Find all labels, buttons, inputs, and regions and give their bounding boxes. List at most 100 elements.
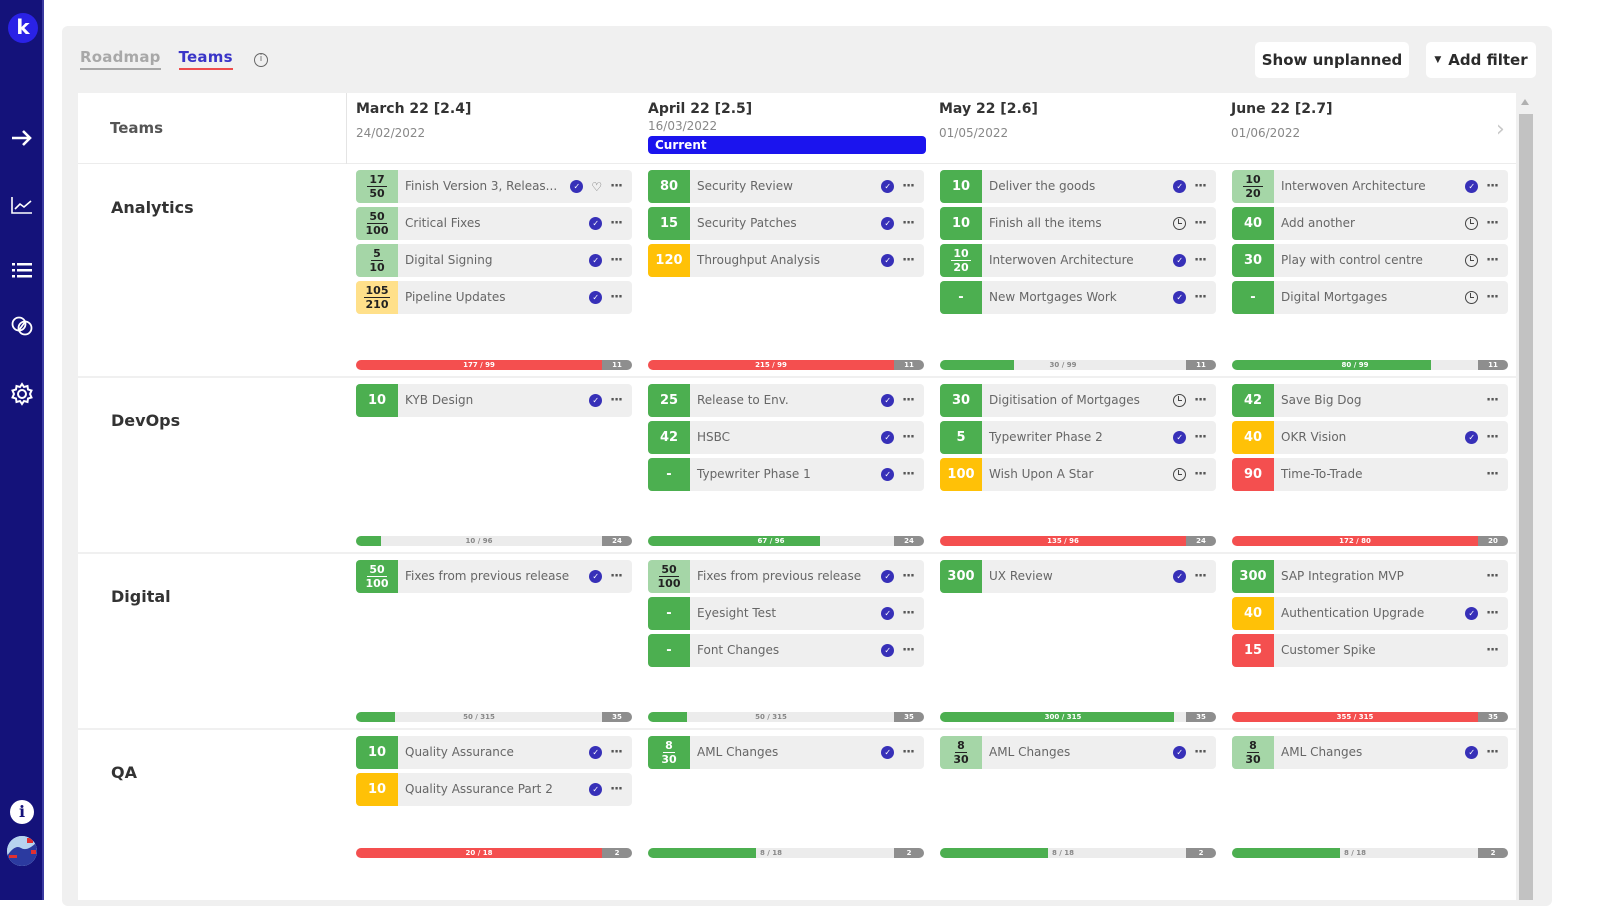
capacity-bar: 215 / 99 11 xyxy=(648,360,924,370)
more-options-icon[interactable]: ··· xyxy=(902,179,915,194)
more-options-icon[interactable]: ··· xyxy=(902,216,915,231)
more-options-icon[interactable]: ··· xyxy=(1194,393,1207,408)
work-item-card[interactable]: 10 20 Interwoven Architecture ✓ ··· xyxy=(940,244,1216,277)
work-item-title: Fixes from previous release xyxy=(697,569,862,583)
more-options-icon[interactable]: ··· xyxy=(902,393,915,408)
add-filter-button[interactable]: ▼ Add filter xyxy=(1426,42,1536,78)
work-item-card[interactable]: 300 SAP Integration MVP ··· xyxy=(1232,560,1508,593)
work-item-card[interactable]: 80 Security Review ✓ ··· xyxy=(648,170,924,203)
work-item-card[interactable]: 300 UX Review ✓ ··· xyxy=(940,560,1216,593)
work-item-card[interactable]: 5 Typewriter Phase 2 ✓ ··· xyxy=(940,421,1216,454)
work-item-card[interactable]: 100 Wish Upon A Star ··· xyxy=(940,458,1216,491)
more-options-icon[interactable]: ··· xyxy=(1194,290,1207,305)
points-badge: 50 100 xyxy=(648,560,690,593)
work-item-card[interactable]: - Digital Mortgages ··· xyxy=(1232,281,1508,314)
more-options-icon[interactable]: ··· xyxy=(902,430,915,445)
more-options-icon[interactable]: ··· xyxy=(1486,467,1499,482)
work-item-card[interactable]: 25 Release to Env. ✓ ··· xyxy=(648,384,924,417)
work-item-card[interactable]: 120 Throughput Analysis ✓ ··· xyxy=(648,244,924,277)
work-item-card[interactable]: - Eyesight Test ✓ ··· xyxy=(648,597,924,630)
work-item-card[interactable]: 8 30 AML Changes ✓ ··· xyxy=(940,736,1216,769)
more-options-icon[interactable]: ··· xyxy=(610,179,623,194)
work-item-card[interactable]: 15 Security Patches ✓ ··· xyxy=(648,207,924,240)
work-item-card[interactable]: 42 Save Big Dog ··· xyxy=(1232,384,1508,417)
work-item-card[interactable]: 15 Customer Spike ··· xyxy=(1232,634,1508,667)
more-options-icon[interactable]: ··· xyxy=(902,606,915,621)
work-item-card[interactable]: - Font Changes ✓ ··· xyxy=(648,634,924,667)
more-options-icon[interactable]: ··· xyxy=(1194,179,1207,194)
more-options-icon[interactable]: ··· xyxy=(1194,467,1207,482)
work-item-card[interactable]: 30 Play with control centre ··· xyxy=(1232,244,1508,277)
more-options-icon[interactable]: ··· xyxy=(1194,569,1207,584)
more-options-icon[interactable]: ··· xyxy=(1194,430,1207,445)
more-options-icon[interactable]: ··· xyxy=(1194,216,1207,231)
more-options-icon[interactable]: ··· xyxy=(1486,569,1499,584)
work-item-card[interactable]: 10 Quality Assurance ✓ ··· xyxy=(356,736,632,769)
capacity-bar: 67 / 96 24 xyxy=(648,536,924,546)
more-options-icon[interactable]: ··· xyxy=(1486,253,1499,268)
work-item-card[interactable]: 40 OKR Vision ✓ ··· xyxy=(1232,421,1508,454)
more-options-icon[interactable]: ··· xyxy=(1486,290,1499,305)
work-item-card[interactable]: 30 Digitisation of Mortgages ··· xyxy=(940,384,1216,417)
work-item-card[interactable]: 5 10 Digital Signing ✓ ··· xyxy=(356,244,632,277)
work-item-card[interactable]: 10 Quality Assurance Part 2 ✓ ··· xyxy=(356,773,632,806)
more-options-icon[interactable]: ··· xyxy=(902,253,915,268)
work-item-card[interactable]: 10 20 Interwoven Architecture ✓ ··· xyxy=(1232,170,1508,203)
more-options-icon[interactable]: ··· xyxy=(902,745,915,760)
work-item-card[interactable]: 10 Finish all the items ··· xyxy=(940,207,1216,240)
more-options-icon[interactable]: ··· xyxy=(610,569,623,584)
tab-roadmap[interactable]: Roadmap xyxy=(80,48,161,70)
work-item-card[interactable]: 40 Add another ··· xyxy=(1232,207,1508,240)
tab-teams[interactable]: Teams xyxy=(178,48,233,70)
work-item-card[interactable]: 8 30 AML Changes ✓ ··· xyxy=(1232,736,1508,769)
show-unplanned-button[interactable]: Show unplanned xyxy=(1255,42,1409,78)
work-item-card[interactable]: 50 100 Critical Fixes ✓ ··· xyxy=(356,207,632,240)
chart-line-icon[interactable] xyxy=(8,191,36,219)
work-item-card[interactable]: - Typewriter Phase 1 ✓ ··· xyxy=(648,458,924,491)
more-options-icon[interactable]: ··· xyxy=(1486,643,1499,658)
more-options-icon[interactable]: ··· xyxy=(1486,606,1499,621)
avatar[interactable] xyxy=(7,836,37,866)
scrollbar-thumb[interactable] xyxy=(1519,114,1533,900)
work-item-card[interactable]: 42 HSBC ✓ ··· xyxy=(648,421,924,454)
work-item-title: Authentication Upgrade xyxy=(1281,606,1425,620)
card-actions: ✓ ··· xyxy=(589,773,632,806)
link-icon[interactable] xyxy=(8,312,36,340)
more-options-icon[interactable]: ··· xyxy=(1194,253,1207,268)
more-options-icon[interactable]: ··· xyxy=(1486,393,1499,408)
more-options-icon[interactable]: ··· xyxy=(1486,179,1499,194)
dependency-icon[interactable]: ♡ xyxy=(591,179,603,194)
scroll-up-icon[interactable] xyxy=(1521,99,1529,105)
info-icon[interactable]: i xyxy=(10,800,34,824)
info-circle-icon[interactable]: i xyxy=(254,53,268,67)
work-item-card[interactable]: 10 Deliver the goods ✓ ··· xyxy=(940,170,1216,203)
work-item-card[interactable]: 105 210 Pipeline Updates ✓ ··· xyxy=(356,281,632,314)
gear-icon[interactable] xyxy=(8,380,36,408)
more-options-icon[interactable]: ··· xyxy=(1486,430,1499,445)
more-options-icon[interactable]: ··· xyxy=(610,745,623,760)
more-options-icon[interactable]: ··· xyxy=(1194,745,1207,760)
more-options-icon[interactable]: ··· xyxy=(610,393,623,408)
more-options-icon[interactable]: ··· xyxy=(610,290,623,305)
work-item-card[interactable]: 50 100 Fixes from previous release ✓ ··· xyxy=(648,560,924,593)
list-icon[interactable] xyxy=(8,256,36,284)
more-options-icon[interactable]: ··· xyxy=(610,253,623,268)
more-options-icon[interactable]: ··· xyxy=(902,643,915,658)
work-item-card[interactable]: - New Mortgages Work ✓ ··· xyxy=(940,281,1216,314)
more-options-icon[interactable]: ··· xyxy=(902,569,915,584)
work-item-card[interactable]: 50 100 Fixes from previous release ✓ ··· xyxy=(356,560,632,593)
points-badge: 10 xyxy=(356,773,398,806)
arrow-right-icon[interactable] xyxy=(8,124,36,152)
work-item-card[interactable]: 90 Time-To-Trade ··· xyxy=(1232,458,1508,491)
more-options-icon[interactable]: ··· xyxy=(610,782,623,797)
work-item-card[interactable]: 8 30 AML Changes ✓ ··· xyxy=(648,736,924,769)
more-options-icon[interactable]: ··· xyxy=(1486,216,1499,231)
chevron-right-icon[interactable]: › xyxy=(1496,117,1505,142)
more-options-icon[interactable]: ··· xyxy=(902,467,915,482)
work-item-card[interactable]: 17 50 Finish Version 3, Releas... ✓ ♡ ··· xyxy=(356,170,632,203)
app-logo[interactable]: k xyxy=(8,13,38,43)
more-options-icon[interactable]: ··· xyxy=(1486,745,1499,760)
work-item-card[interactable]: 10 KYB Design ✓ ··· xyxy=(356,384,632,417)
more-options-icon[interactable]: ··· xyxy=(610,216,623,231)
work-item-card[interactable]: 40 Authentication Upgrade ✓ ··· xyxy=(1232,597,1508,630)
